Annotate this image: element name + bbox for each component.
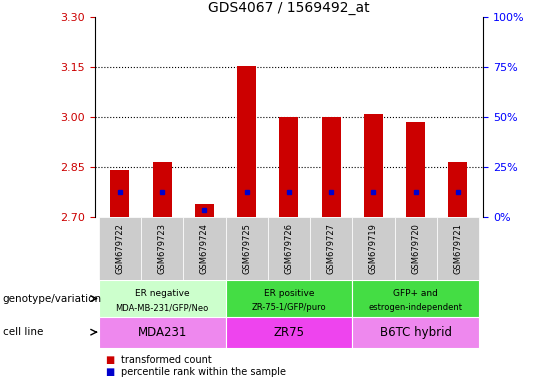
FancyBboxPatch shape	[99, 217, 141, 280]
Text: GSM679723: GSM679723	[158, 223, 167, 274]
FancyBboxPatch shape	[310, 217, 352, 280]
Text: MDA231: MDA231	[137, 326, 187, 339]
Bar	[110, 170, 130, 217]
Text: ER negative: ER negative	[135, 289, 190, 298]
Bar	[364, 114, 383, 217]
FancyBboxPatch shape	[352, 280, 479, 317]
Text: GSM679722: GSM679722	[116, 223, 124, 274]
Bar	[322, 117, 341, 217]
Bar	[237, 66, 256, 217]
Text: ZR75: ZR75	[273, 326, 305, 339]
Text: GSM679721: GSM679721	[454, 223, 462, 274]
Text: ER positive: ER positive	[264, 289, 314, 298]
Text: GSM679725: GSM679725	[242, 223, 251, 274]
Text: GSM679727: GSM679727	[327, 223, 336, 274]
FancyBboxPatch shape	[352, 317, 479, 348]
Text: estrogen-independent: estrogen-independent	[369, 303, 463, 312]
Bar	[406, 122, 425, 217]
Text: B6TC hybrid: B6TC hybrid	[380, 326, 451, 339]
FancyBboxPatch shape	[395, 217, 437, 280]
FancyBboxPatch shape	[99, 280, 226, 317]
Bar	[448, 162, 468, 217]
Text: GSM679719: GSM679719	[369, 223, 378, 274]
FancyBboxPatch shape	[352, 217, 395, 280]
FancyBboxPatch shape	[183, 217, 226, 280]
Text: transformed count: transformed count	[122, 355, 212, 365]
FancyBboxPatch shape	[141, 217, 183, 280]
Text: ZR-75-1/GFP/puro: ZR-75-1/GFP/puro	[252, 303, 326, 312]
FancyBboxPatch shape	[226, 217, 268, 280]
Text: MDA-MB-231/GFP/Neo: MDA-MB-231/GFP/Neo	[116, 303, 209, 312]
Text: GSM679720: GSM679720	[411, 223, 420, 274]
Title: GDS4067 / 1569492_at: GDS4067 / 1569492_at	[208, 1, 370, 15]
Text: cell line: cell line	[3, 327, 43, 337]
Text: genotype/variation: genotype/variation	[3, 293, 102, 304]
FancyBboxPatch shape	[437, 217, 479, 280]
Text: GSM679724: GSM679724	[200, 223, 209, 274]
FancyBboxPatch shape	[99, 317, 226, 348]
Text: ■: ■	[105, 367, 114, 377]
Bar	[153, 162, 172, 217]
Bar	[279, 117, 299, 217]
FancyBboxPatch shape	[268, 217, 310, 280]
Text: ■: ■	[105, 355, 114, 365]
FancyBboxPatch shape	[226, 280, 352, 317]
Bar	[195, 204, 214, 217]
Text: percentile rank within the sample: percentile rank within the sample	[122, 367, 287, 377]
Text: GFP+ and: GFP+ and	[393, 289, 438, 298]
Text: GSM679726: GSM679726	[285, 223, 293, 274]
FancyBboxPatch shape	[226, 317, 352, 348]
